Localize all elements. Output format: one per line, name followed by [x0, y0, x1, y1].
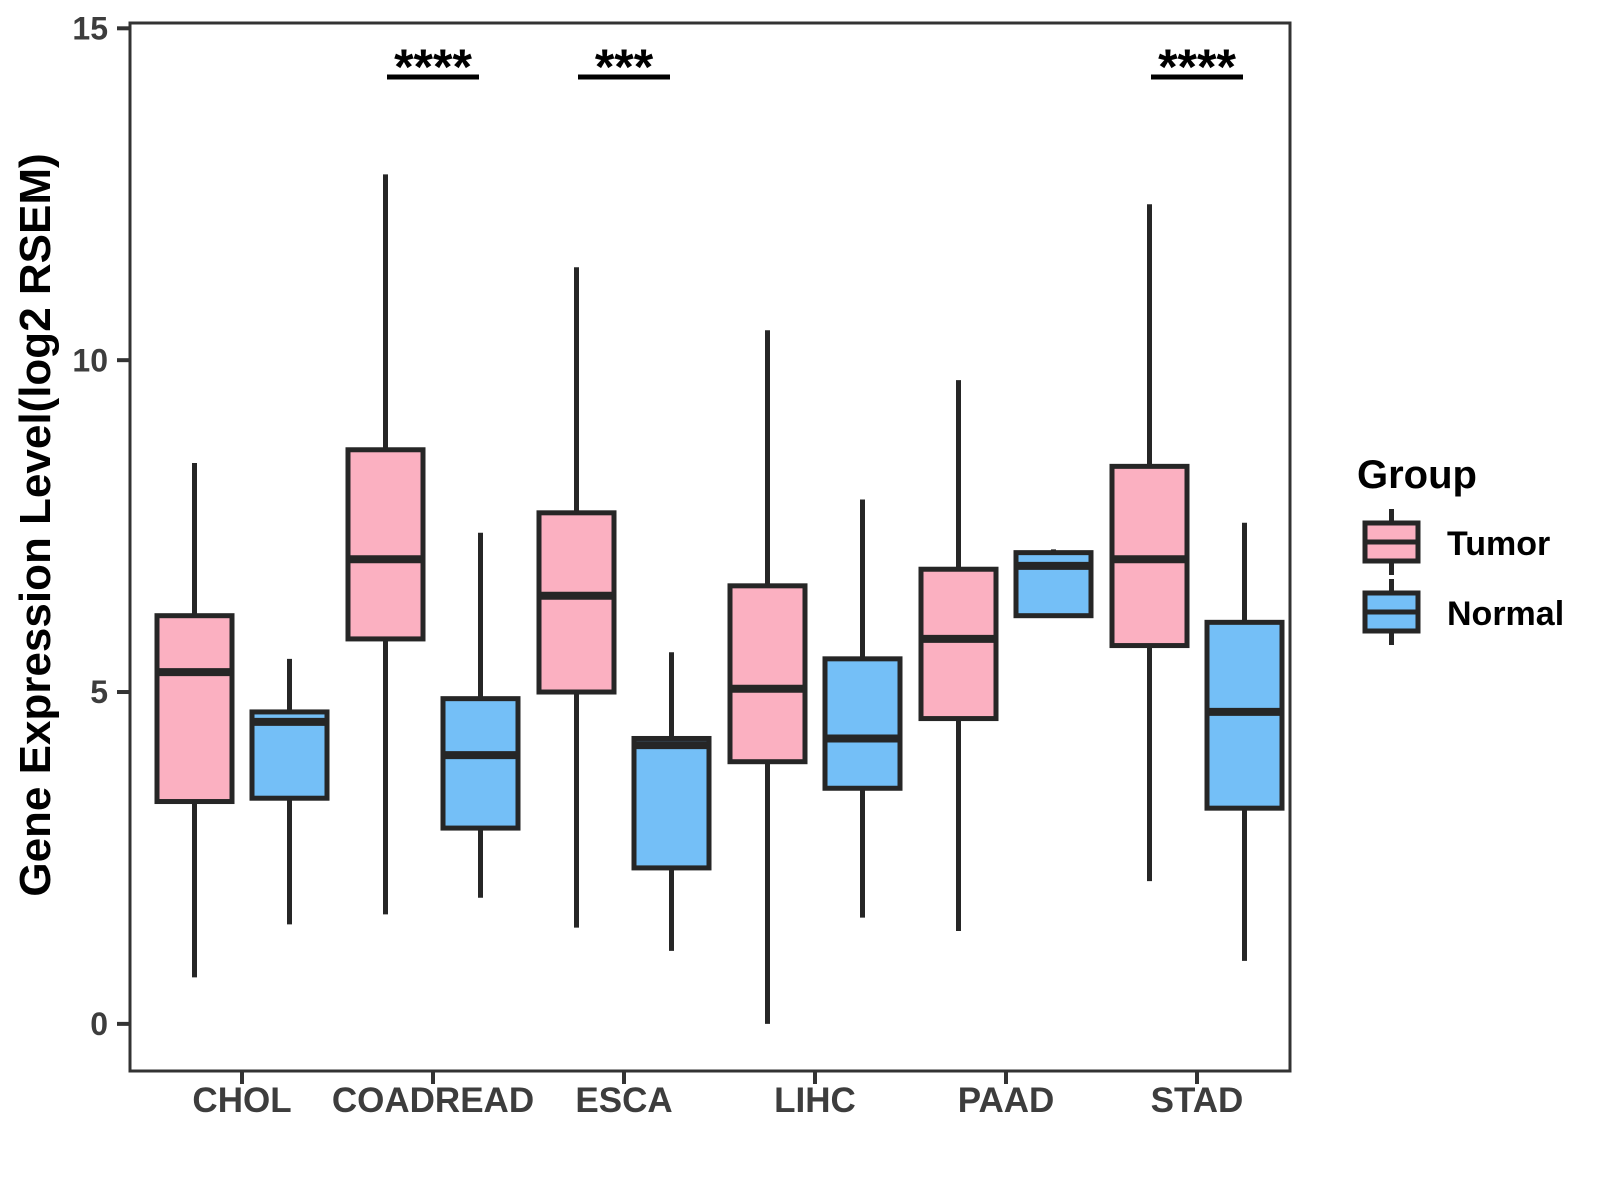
box-tumor-COADREAD — [345, 447, 426, 642]
legend-item-normal: Normal — [1362, 579, 1564, 645]
significance-stars-COADREAD: **** — [394, 39, 472, 95]
box-tumor-LIHC — [727, 583, 808, 765]
x-tick-label-STAD: STAD — [1151, 1081, 1244, 1120]
x-tick-label-LIHC: LIHC — [774, 1081, 856, 1120]
y-tick-label-10: 10 — [72, 342, 108, 378]
significance-stars-STAD: **** — [1158, 39, 1236, 95]
box-normal-COADREAD — [440, 696, 521, 831]
x-tick-label-PAAD: PAAD — [958, 1081, 1055, 1120]
box-tumor-CHOL — [154, 613, 235, 805]
significance-stars-ESCA: *** — [595, 39, 654, 95]
box-normal-LIHC — [822, 656, 903, 791]
legend: Group Tumor Normal — [1357, 453, 1564, 645]
y-tick-label-0: 0 — [90, 1006, 108, 1042]
y-tick-label-5: 5 — [90, 674, 108, 710]
legend-item-tumor: Tumor — [1362, 509, 1550, 575]
box-tumor-ESCA — [536, 510, 617, 695]
legend-item-normal-label: Normal — [1447, 595, 1564, 633]
box-normal-CHOL — [249, 709, 330, 801]
panel-border — [128, 21, 1292, 1073]
normal-boxplot-swatch-icon — [1362, 579, 1421, 645]
y-tick-label-15: 15 — [72, 11, 108, 47]
box-normal-ESCA — [631, 735, 712, 871]
legend-item-tumor-label: Tumor — [1447, 525, 1550, 563]
tumor-boxplot-swatch-icon — [1362, 509, 1421, 575]
box-tumor-PAAD — [918, 566, 999, 722]
x-tick-label-COADREAD: COADREAD — [332, 1081, 534, 1120]
legend-title: Group — [1357, 453, 1477, 497]
x-tick-label-CHOL: CHOL — [192, 1081, 291, 1120]
x-tick-label-ESCA: ESCA — [575, 1081, 672, 1120]
y-axis-title: Gene Expression Level(log2 RSEM) — [11, 153, 60, 896]
